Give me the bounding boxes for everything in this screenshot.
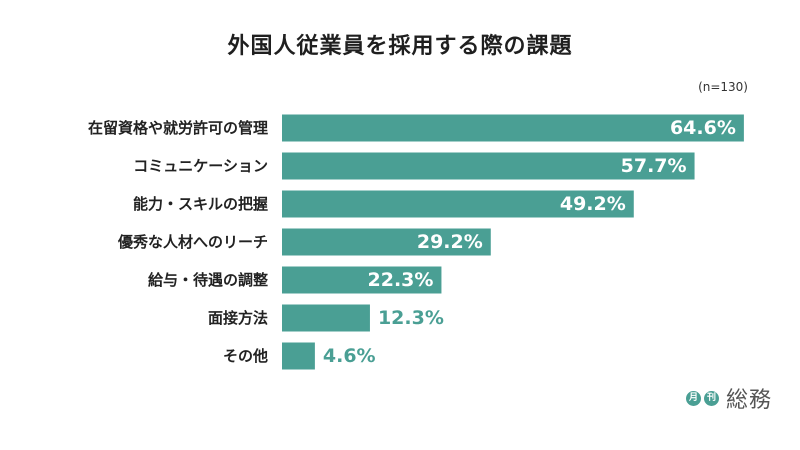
category-label: 面接方法 [208,309,268,327]
brand-logo: 月 刊 総務 [685,382,772,414]
category-label: 能力・スキルの把握 [133,195,268,213]
bar [282,342,315,370]
bar [282,190,634,218]
sample-size-note: (n=130) [698,80,748,94]
value-label: 22.3% [368,269,434,291]
brand-badge-2: 刊 [703,390,719,406]
bar [282,228,491,256]
value-label: 49.2% [560,193,626,215]
bar [282,114,744,142]
brand-badge-1: 月 [685,390,701,406]
category-label: 優秀な人材へのリーチ [117,233,268,251]
value-label: 29.2% [417,231,483,253]
value-label: 57.7% [621,155,687,177]
category-label: 給与・待遇の調整 [148,271,268,289]
value-label: 12.3% [378,307,444,329]
bar [282,152,695,180]
value-label: 4.6% [323,345,376,367]
value-label: 64.6% [670,117,736,139]
bar [282,304,370,332]
category-label: その他 [223,347,268,365]
category-label: 在留資格や就労許可の管理 [88,119,268,137]
chart-title: 外国人従業員を採用する際の課題 [227,34,573,59]
category-label: コミュニケーション [133,157,268,175]
brand-name: 総務 [725,388,772,413]
bar [282,266,442,294]
